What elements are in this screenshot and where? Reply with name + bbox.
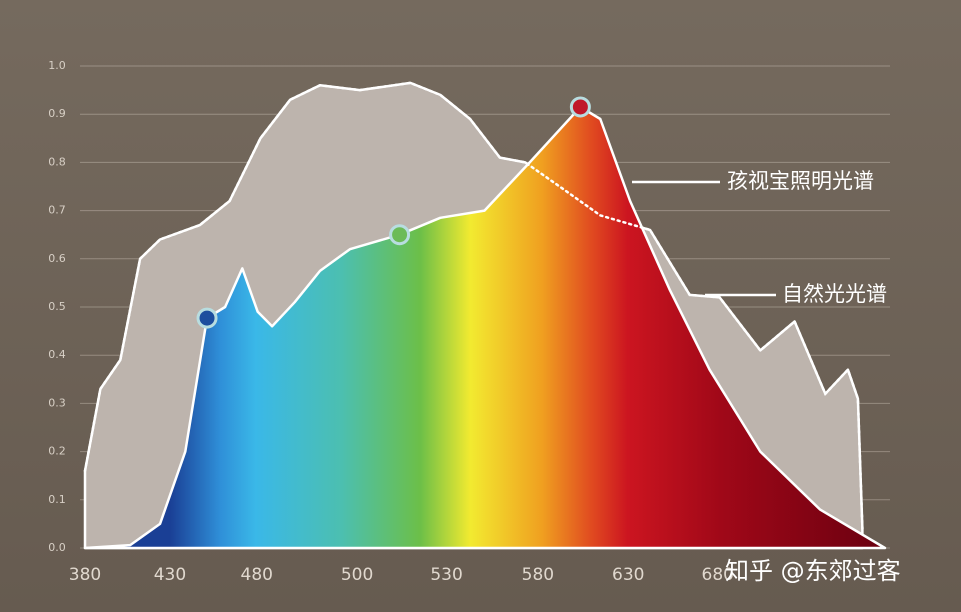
x-tick-label: 630 xyxy=(612,565,644,585)
x-tick-label: 380 xyxy=(69,565,101,585)
y-tick-label: 0.9 xyxy=(48,107,66,120)
y-tick-label: 0.6 xyxy=(48,252,66,265)
series-label: 自然光光谱 xyxy=(782,282,887,306)
marker xyxy=(569,96,591,118)
x-tick-label: 430 xyxy=(154,565,186,585)
x-tick-label: 530 xyxy=(430,565,462,585)
y-tick-label: 0.1 xyxy=(48,493,66,506)
y-tick-label: 0.0 xyxy=(48,541,66,554)
y-tick-label: 1.0 xyxy=(48,59,66,72)
y-tick-label: 0.8 xyxy=(48,155,66,168)
y-tick-label: 0.2 xyxy=(48,445,66,458)
series-label: 孩视宝照明光谱 xyxy=(727,169,874,193)
marker xyxy=(196,307,218,329)
marker xyxy=(389,224,411,246)
x-tick-label: 480 xyxy=(241,565,273,585)
watermark: 知乎 @东郊过客 xyxy=(725,557,901,585)
y-tick-label: 0.4 xyxy=(48,348,66,361)
x-tick-label: 500 xyxy=(341,565,373,585)
y-tick-label: 0.3 xyxy=(48,396,66,409)
hidden-outline xyxy=(83,81,864,530)
x-tick-label: 580 xyxy=(522,565,554,585)
y-tick-label: 0.7 xyxy=(48,204,66,217)
y-tick-label: 0.5 xyxy=(48,300,66,313)
x-tick-label: 680 xyxy=(702,565,734,585)
